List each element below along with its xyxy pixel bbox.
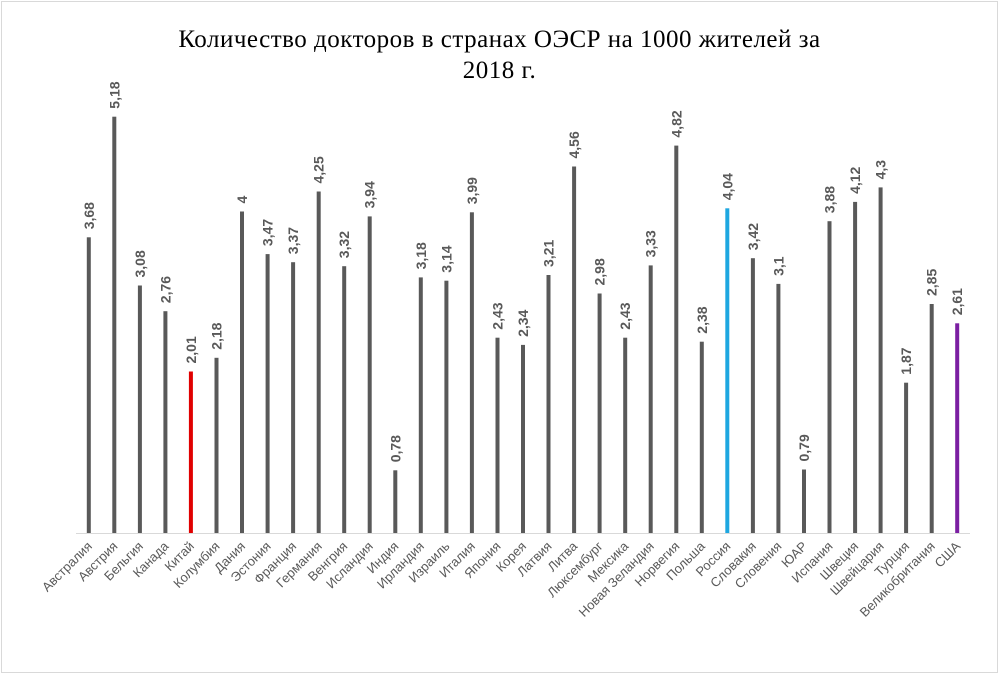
- bar: [572, 166, 577, 533]
- data-label: 2,43: [617, 302, 633, 329]
- bar: [878, 187, 883, 533]
- bar: [214, 357, 219, 533]
- chart-title-line-2: 2018 г.: [462, 57, 537, 84]
- data-label: 2,98: [592, 258, 608, 285]
- data-label: 4,82: [668, 110, 684, 137]
- bar: [546, 275, 551, 533]
- data-label: 3,37: [285, 227, 301, 254]
- bar: [802, 469, 806, 533]
- bar: [418, 277, 423, 533]
- bar: [597, 293, 602, 533]
- bar: [929, 304, 934, 533]
- bar: [521, 344, 525, 533]
- data-label: 2,76: [157, 276, 173, 303]
- chart-title-line-1: Количество докторов в странах ОЭСР на 10…: [178, 26, 821, 53]
- bar: [495, 337, 500, 533]
- bar: [316, 191, 321, 533]
- bar: [188, 371, 193, 533]
- data-label: 0,79: [796, 434, 812, 461]
- data-label: 4,04: [719, 173, 735, 200]
- data-label: 3,94: [362, 181, 378, 208]
- data-label: 1,87: [898, 347, 914, 374]
- data-label: 3,99: [464, 177, 480, 204]
- data-label: 3,47: [260, 219, 276, 246]
- data-label: 3,1: [770, 256, 786, 276]
- bar: [776, 283, 781, 533]
- bar: [904, 382, 909, 533]
- bar: [86, 237, 91, 534]
- chart-title: Количество докторов в странах ОЭСР на 10…: [2, 24, 997, 86]
- bar: [342, 266, 347, 533]
- bar: [444, 280, 449, 533]
- data-label: 2,18: [209, 322, 225, 349]
- bar: [853, 201, 858, 533]
- data-label: 3,68: [81, 202, 97, 229]
- data-label: 3,14: [438, 245, 454, 272]
- data-label: 2,61: [949, 288, 965, 315]
- data-label: 3,08: [132, 250, 148, 277]
- bar: [112, 116, 117, 533]
- bar: [469, 212, 474, 534]
- data-label: 4,56: [566, 131, 582, 158]
- category-tick-label: США: [932, 538, 964, 570]
- bar: [393, 470, 398, 533]
- bar: [648, 265, 653, 533]
- data-label: 0,78: [387, 435, 403, 462]
- data-label: 3,21: [541, 240, 557, 267]
- data-label: 2,43: [490, 302, 506, 329]
- data-label: 5,18: [106, 81, 122, 108]
- data-label: 2,85: [924, 269, 940, 296]
- bar: [699, 341, 704, 533]
- bar: [163, 311, 168, 533]
- data-label: 3,33: [643, 230, 659, 257]
- data-label: 4,3: [873, 160, 889, 180]
- bar: [827, 221, 832, 533]
- bar: [955, 323, 960, 533]
- bar: [137, 285, 142, 533]
- bar: [291, 262, 296, 533]
- data-label: 4,12: [847, 166, 863, 193]
- bar: [240, 211, 244, 533]
- data-label: 2,38: [694, 306, 710, 333]
- data-label: 3,88: [822, 186, 838, 213]
- bar: [674, 145, 679, 533]
- data-label: 4,25: [311, 156, 327, 183]
- data-label: 2,01: [183, 336, 199, 363]
- data-label: 4: [234, 196, 250, 204]
- data-label: 3,42: [745, 223, 761, 250]
- bar: [750, 258, 755, 533]
- bar: [725, 208, 730, 534]
- bar: [367, 216, 372, 533]
- data-label: 3,18: [413, 242, 429, 269]
- data-label: 2,34: [515, 309, 531, 336]
- bar: [265, 254, 270, 533]
- data-label: 3,32: [336, 231, 352, 258]
- bar: [623, 337, 628, 533]
